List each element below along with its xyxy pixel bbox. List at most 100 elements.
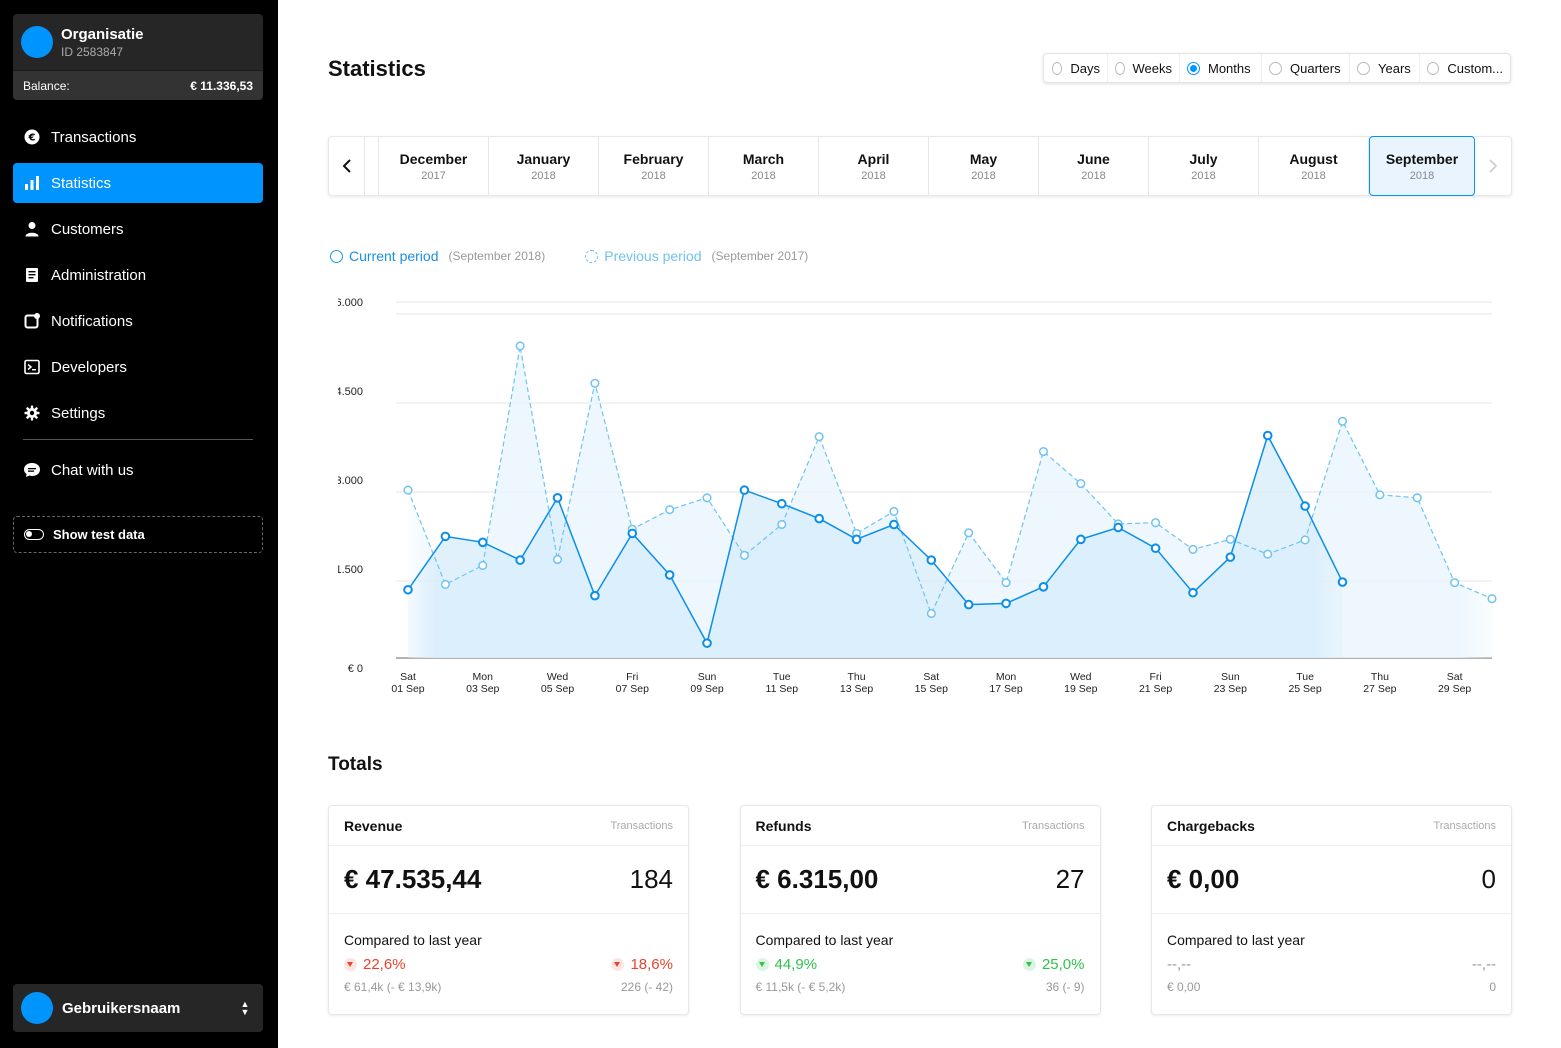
data-point <box>926 608 936 619</box>
main-content: Statistics Days Weeks Months Quarters Ye… <box>278 0 1561 1048</box>
data-point <box>1375 490 1385 500</box>
card-subtitle: Transactions <box>1021 819 1085 832</box>
range-option-label: Days <box>1070 60 1100 76</box>
sidebar-item-administration[interactable]: Administration <box>13 255 263 295</box>
month-name: August <box>1289 151 1338 167</box>
user-switcher[interactable]: Gebruikersnaam ▲ ▼ <box>13 984 263 1032</box>
month-january-2018[interactable]: January 2018 <box>489 137 599 195</box>
data-point <box>1300 535 1310 545</box>
month-december-2017[interactable]: December 2017 <box>379 137 489 195</box>
x-tick-weekday: Sat <box>923 671 939 683</box>
sidebar-item-statistics[interactable]: Statistics <box>13 163 263 203</box>
sidebar-item-customers[interactable]: Customers <box>13 209 263 249</box>
x-tick-weekday: Mon <box>996 671 1017 683</box>
card-title: Chargebacks <box>1167 817 1255 834</box>
x-tick-date: 01 Sep <box>391 683 424 695</box>
data-point <box>627 528 638 539</box>
range-option-months[interactable]: Months <box>1180 54 1262 82</box>
bell-square-icon <box>23 312 41 330</box>
y-tick-label: € 1.500 <box>338 564 363 576</box>
data-point <box>665 505 675 515</box>
user-icon <box>23 220 41 238</box>
legend-previous-period[interactable]: Previous period <box>604 248 702 264</box>
data-point <box>739 550 749 560</box>
legend-current-period[interactable]: Current period <box>349 248 439 264</box>
sidebar-item-label: Developers <box>51 358 127 376</box>
data-point <box>963 599 974 610</box>
sidebar-item-transactions[interactable]: € Transactions <box>13 117 263 157</box>
legend-previous-period-range: (September 2017) <box>711 249 809 263</box>
month-august-2018[interactable]: August 2018 <box>1259 137 1369 195</box>
data-point <box>440 579 450 589</box>
month-may-2018[interactable]: May 2018 <box>929 137 1039 195</box>
card-title: Revenue <box>344 817 403 834</box>
month-september-2018-selected[interactable]: September 2018 <box>1369 136 1475 196</box>
x-tick-date: 11 Sep <box>766 683 799 695</box>
data-point <box>1076 479 1086 489</box>
amount-change: 44,9% <box>755 956 817 973</box>
toggle-switch-icon <box>24 529 44 540</box>
x-tick-date: 15 Sep <box>915 683 948 695</box>
data-point <box>777 519 787 530</box>
x-tick-date: 25 Sep <box>1288 683 1321 695</box>
data-point <box>1225 552 1236 562</box>
x-tick-weekday: Sun <box>698 671 717 683</box>
data-point <box>1001 598 1011 609</box>
data-point <box>1225 534 1235 544</box>
month-selector: December 2017 January 2018 February 2018 Ma… <box>328 136 1512 196</box>
month-year: 2018 <box>1409 170 1435 182</box>
month-april-2018[interactable]: April 2018 <box>819 137 929 195</box>
show-test-data-toggle[interactable]: Show test data <box>13 516 263 553</box>
user-avatar <box>21 992 53 1024</box>
month-february-2018[interactable]: February 2018 <box>599 137 709 195</box>
sidebar-item-label: Settings <box>51 404 106 422</box>
month-july-2018[interactable]: July 2018 <box>1149 137 1259 195</box>
range-option-years[interactable]: Years <box>1350 54 1420 82</box>
month-bar-spacer <box>365 137 379 195</box>
legend-current-period-range: (September 2018) <box>448 249 546 263</box>
range-option-days[interactable]: Days <box>1044 54 1108 82</box>
month-year: 2018 <box>751 170 776 182</box>
month-june-2018[interactable]: June 2018 <box>1039 137 1149 195</box>
next-months-button[interactable] <box>1475 137 1511 195</box>
organisation-id: ID 2583847 <box>61 45 124 59</box>
radio-icon <box>1052 61 1063 75</box>
range-option-label: Years <box>1378 60 1411 76</box>
month-name: June <box>1077 151 1110 167</box>
sidebar: Organisatie ID 2583847 Balance: € 11.336… <box>0 0 278 1048</box>
data-point <box>1188 544 1198 554</box>
data-point <box>1300 501 1310 511</box>
card-count: 27 <box>1055 864 1085 894</box>
month-march-2018[interactable]: March 2018 <box>709 137 819 195</box>
period-range-selector: Days Weeks Months Quarters Years Custom.… <box>1043 53 1511 83</box>
range-option-custom[interactable]: Custom... <box>1420 54 1510 82</box>
data-point <box>1188 587 1198 598</box>
totals-title: Totals <box>328 754 383 775</box>
range-option-weeks[interactable]: Weeks <box>1108 54 1180 82</box>
sidebar-nav: € Transactions Statistics Customers Admi… <box>13 117 263 496</box>
amount-change: 22,6% <box>344 956 406 973</box>
data-point <box>552 554 563 565</box>
x-tick-date: 07 Sep <box>616 683 649 695</box>
refunds-card: Refunds Transactions € 6.315,00 27 Compare… <box>739 805 1101 1015</box>
gear-icon <box>23 404 41 422</box>
count-change: 18,6% <box>611 956 673 973</box>
sidebar-item-notifications[interactable]: Notifications <box>13 301 263 341</box>
organisation-avatar <box>21 26 53 58</box>
organisation-card[interactable]: Organisatie ID 2583847 Balance: € 11.336… <box>13 14 263 100</box>
range-option-quarters[interactable]: Quarters <box>1262 54 1350 82</box>
sidebar-item-settings[interactable]: Settings <box>13 393 263 433</box>
sort-arrows-icon: ▲ ▼ <box>240 999 250 1017</box>
count-change-value: 18,6% <box>630 956 673 973</box>
data-point <box>814 432 824 442</box>
data-point <box>889 519 899 530</box>
previous-months-button[interactable] <box>329 137 365 195</box>
sidebar-item-developers[interactable]: Developers <box>13 347 263 387</box>
balance-label: Balance: <box>23 78 70 93</box>
card-title: Refunds <box>755 817 812 834</box>
data-point <box>702 493 712 503</box>
chat-with-us-button[interactable]: Chat with us <box>13 450 263 490</box>
month-year: 2018 <box>1301 170 1326 182</box>
trend-down-icon <box>611 958 625 971</box>
